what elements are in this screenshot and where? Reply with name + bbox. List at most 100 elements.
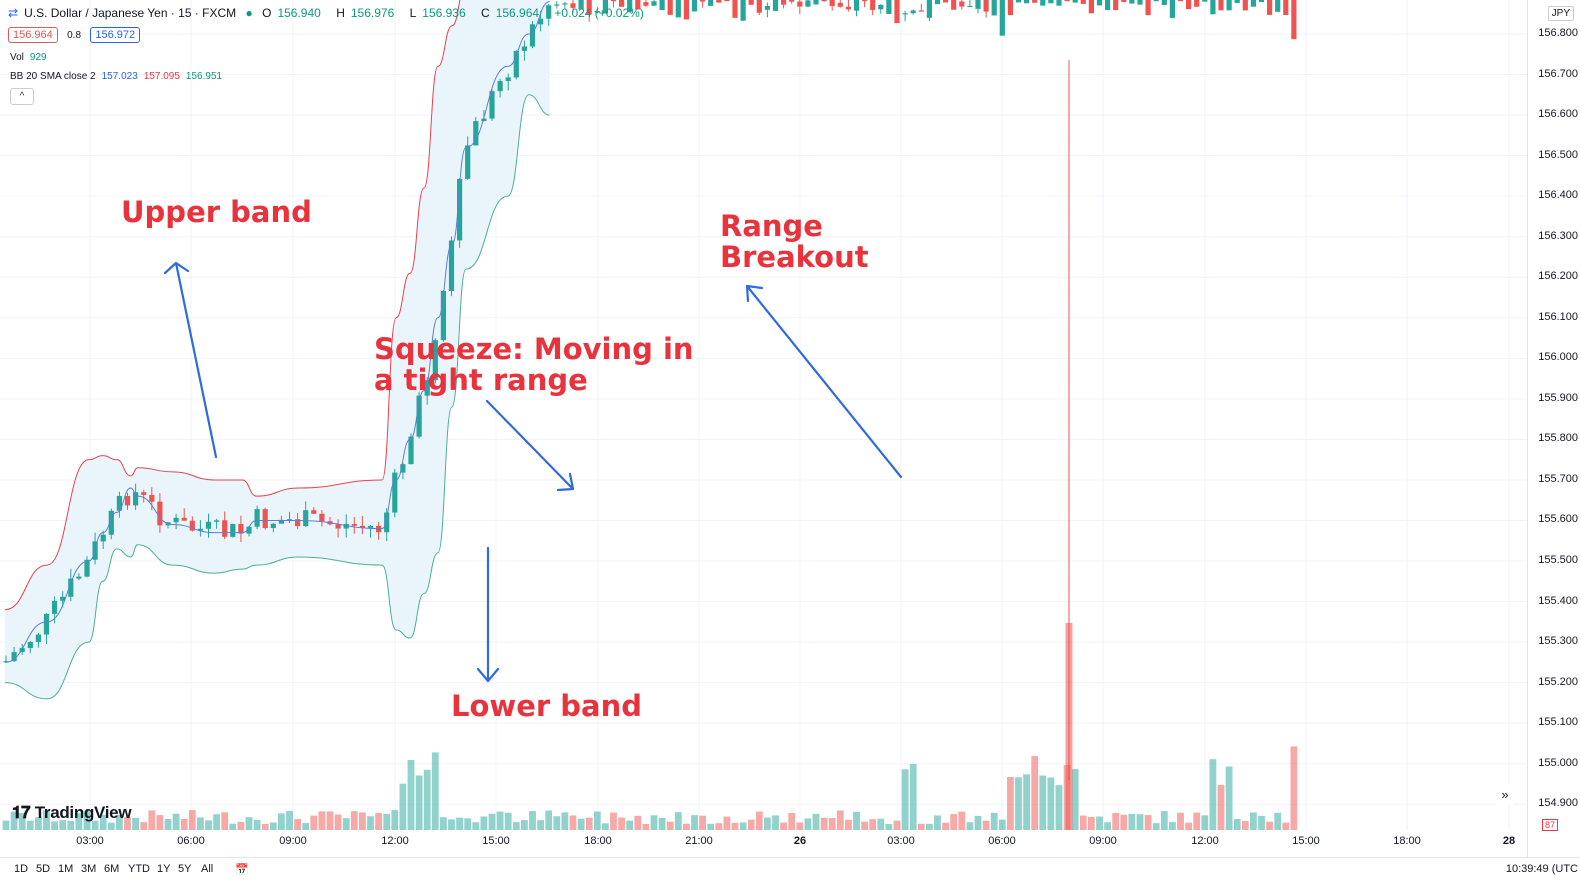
volume-bar bbox=[966, 822, 974, 830]
timeframe-ytd[interactable]: YTD bbox=[128, 863, 150, 875]
chevron-up-icon: ^ bbox=[19, 91, 25, 102]
candle-body bbox=[772, 0, 779, 11]
candle-body bbox=[197, 528, 203, 531]
volume-legend[interactable]: Vol 929 bbox=[10, 52, 53, 63]
currency-selector[interactable]: JPY bbox=[1547, 6, 1574, 21]
price-tick-label: 156.100 bbox=[1538, 310, 1578, 323]
candle-body bbox=[951, 0, 957, 10]
price-tick-label: 155.900 bbox=[1538, 391, 1578, 404]
volume-bar bbox=[1031, 756, 1039, 830]
candle-body bbox=[959, 1, 965, 7]
volume-bar bbox=[383, 813, 391, 830]
volume-bar bbox=[723, 816, 731, 830]
candle-body bbox=[359, 525, 365, 528]
bollinger-legend[interactable]: BB 20 SMA close 2 157.023 157.095 156.951 bbox=[10, 71, 228, 82]
volume-bar bbox=[504, 812, 512, 830]
volume-bar bbox=[942, 822, 949, 830]
volume-bar bbox=[488, 813, 496, 830]
spread-value: 0.8 bbox=[67, 30, 82, 41]
candle-body bbox=[351, 524, 357, 526]
volume-bar bbox=[253, 819, 261, 830]
tradingview-logo[interactable]: 𝟏𝟕 TradingView bbox=[12, 803, 132, 822]
timeframe-1m[interactable]: 1M bbox=[58, 863, 74, 875]
candle-body bbox=[894, 0, 900, 24]
timeframe-3m[interactable]: 3M bbox=[81, 863, 97, 875]
candle-body bbox=[845, 6, 851, 10]
volume-bar bbox=[545, 810, 553, 830]
volume-bar bbox=[998, 819, 1006, 830]
timeframe-all[interactable]: All bbox=[201, 863, 214, 875]
time-tick-label: 03:00 bbox=[76, 835, 104, 847]
candle-body bbox=[732, 0, 738, 18]
candle-body bbox=[748, 0, 754, 5]
ask-button[interactable]: 156.972 bbox=[90, 27, 141, 43]
bollinger-label: BB 20 SMA close 2 bbox=[10, 71, 96, 82]
candle-body bbox=[489, 91, 495, 119]
candle-body bbox=[594, 11, 600, 13]
bid-button[interactable]: 156.964 bbox=[8, 27, 58, 43]
market-status-icon[interactable]: ● bbox=[245, 6, 253, 20]
date-range-icon[interactable]: 📅 bbox=[235, 864, 249, 876]
candle-body bbox=[610, 0, 617, 2]
volume-bar bbox=[245, 817, 253, 830]
volume-bar bbox=[43, 810, 50, 830]
volume-bar bbox=[1096, 816, 1103, 830]
timeframe-6m[interactable]: 6M bbox=[104, 863, 120, 875]
tv-logo-icon: 𝟏𝟕 bbox=[12, 803, 35, 822]
candle-body bbox=[43, 613, 50, 635]
volume-bar bbox=[1201, 815, 1209, 830]
time-tick-label: 06:00 bbox=[177, 835, 205, 847]
price-tick-label: 155.800 bbox=[1538, 432, 1578, 445]
volume-bar bbox=[294, 818, 301, 830]
volume-bar bbox=[399, 783, 407, 830]
volume-bar bbox=[845, 819, 852, 830]
volume-bar bbox=[107, 822, 115, 830]
candle-body bbox=[1129, 0, 1135, 4]
timeframe-1d[interactable]: 1D bbox=[14, 863, 29, 875]
collapse-legend-button[interactable]: ^ bbox=[10, 88, 34, 105]
candle-body bbox=[1080, 0, 1086, 4]
candle-body bbox=[335, 524, 341, 529]
volume-bar bbox=[626, 820, 634, 830]
volume-bar bbox=[1241, 820, 1249, 830]
timeframe-1y[interactable]: 1Y bbox=[157, 863, 171, 875]
candle-body bbox=[278, 519, 284, 524]
volume-bar bbox=[237, 821, 245, 830]
timeframe-5y[interactable]: 5Y bbox=[178, 863, 192, 875]
candle-body bbox=[1250, 0, 1256, 7]
candle-body bbox=[465, 145, 471, 179]
volume-value: 929 bbox=[29, 52, 47, 63]
candle-body bbox=[270, 523, 276, 529]
bollinger-band-fill bbox=[5, 0, 550, 699]
volume-bar bbox=[764, 817, 771, 830]
volume-bar bbox=[747, 819, 755, 830]
candle-body bbox=[659, 0, 665, 11]
candle-body bbox=[1186, 0, 1192, 10]
candle-body bbox=[19, 648, 25, 653]
volume-bar bbox=[99, 814, 107, 830]
candle-body bbox=[554, 4, 560, 6]
candle-body bbox=[246, 526, 252, 534]
timeframe-5d[interactable]: 5D bbox=[36, 863, 51, 875]
candle-body bbox=[35, 634, 41, 642]
candle-body bbox=[538, 18, 544, 25]
candle-body bbox=[1234, 0, 1240, 3]
candle-body bbox=[586, 0, 592, 14]
candle-body bbox=[60, 596, 66, 601]
bollinger-lower-value: 156.951 bbox=[185, 71, 223, 82]
price-tick-label: 156.700 bbox=[1538, 67, 1578, 80]
symbol-legend[interactable]: ⇄ U.S. Dollar / Japanese Yen · 15 · FXCM … bbox=[8, 6, 650, 20]
price-axis[interactable]: JPY 156.800 156.700 156.600 156.500 156.400 1… bbox=[1527, 0, 1580, 887]
candle-body bbox=[1169, 0, 1175, 18]
price-tick-label: 155.500 bbox=[1538, 554, 1578, 567]
candle-body bbox=[578, 0, 584, 10]
candle-body bbox=[740, 0, 746, 21]
volume-bar bbox=[156, 815, 164, 830]
price-tick-label: 156.600 bbox=[1538, 108, 1578, 121]
candle-body bbox=[1121, 0, 1127, 2]
volume-bar bbox=[610, 812, 617, 830]
volume-bar bbox=[1282, 822, 1290, 830]
clock[interactable]: 10:39:49 (UTC bbox=[1505, 863, 1578, 875]
scroll-to-realtime-button[interactable]: » bbox=[1495, 785, 1515, 805]
